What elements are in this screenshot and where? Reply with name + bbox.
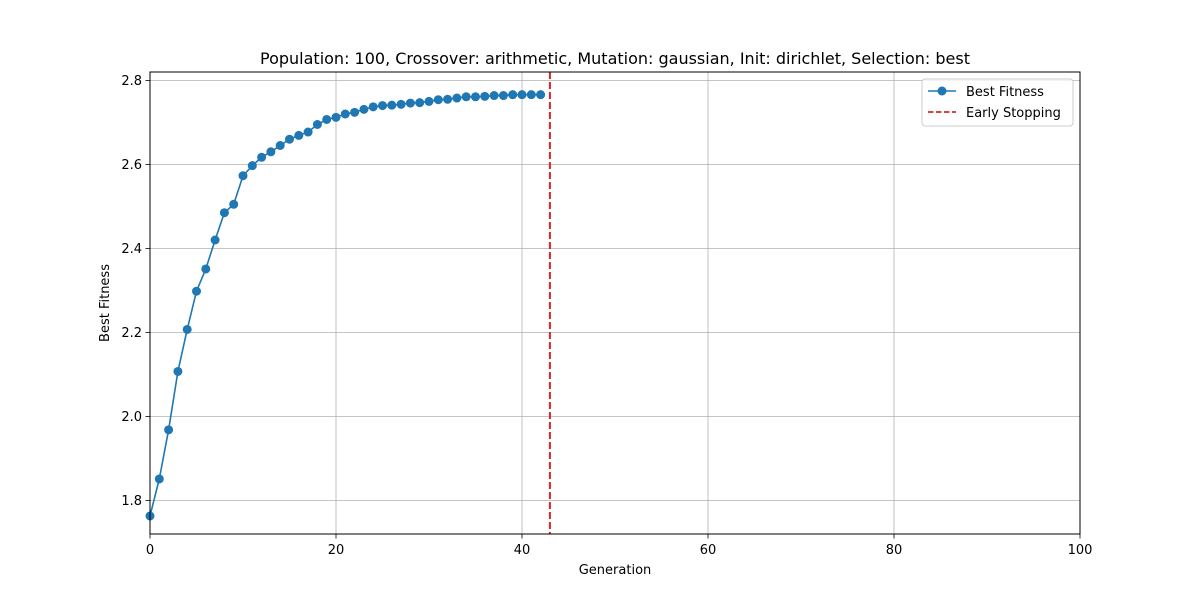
data-point-gen-13 bbox=[266, 147, 276, 157]
y-tick-label-2: 2.2 bbox=[121, 326, 142, 341]
data-point-gen-27 bbox=[396, 99, 406, 109]
data-point-gen-8 bbox=[219, 208, 229, 218]
data-point-gen-5 bbox=[192, 286, 201, 296]
tick-layer: 0 20 40 60 80 100 1.8 2.0 2.2 2.4 2.6 2.8 bbox=[121, 74, 1092, 558]
data-point-gen-25 bbox=[378, 101, 387, 111]
data-point-gen-18 bbox=[312, 120, 322, 129]
data-point-gen-28 bbox=[405, 98, 415, 108]
data-point-gen-15 bbox=[285, 134, 294, 144]
chart-title: Population: 100, Crossover: arithmetic, … bbox=[260, 49, 970, 68]
data-point-gen-40 bbox=[517, 90, 527, 100]
data-point-gen-6 bbox=[201, 264, 211, 274]
x-axis-label: Generation bbox=[579, 563, 652, 578]
data-point-gen-9 bbox=[229, 199, 239, 209]
y-axis-label: Best Fitness bbox=[98, 264, 113, 342]
data-point-gen-24 bbox=[368, 102, 378, 112]
legend-label-best-fitness: Best Fitness bbox=[966, 85, 1044, 100]
x-tick-label-3: 60 bbox=[700, 543, 717, 558]
data-point-gen-12 bbox=[257, 152, 267, 162]
data-point-gen-41 bbox=[526, 90, 536, 100]
data-point-gen-31 bbox=[433, 95, 443, 105]
data-point-gen-7 bbox=[210, 235, 220, 245]
data-point-gen-34 bbox=[461, 92, 471, 102]
data-point-gen-19 bbox=[322, 114, 332, 124]
data-point-gen-11 bbox=[247, 161, 257, 171]
data-point-gen-14 bbox=[275, 141, 285, 150]
x-tick-label-2: 40 bbox=[514, 543, 531, 558]
grid-layer bbox=[149, 72, 1081, 534]
data-point-gen-38 bbox=[498, 91, 508, 101]
data-point-gen-35 bbox=[471, 92, 480, 102]
y-tick-label-0: 1.8 bbox=[121, 494, 142, 509]
data-point-gen-21 bbox=[340, 109, 350, 119]
data-point-gen-32 bbox=[443, 94, 453, 104]
y-tick-label-4: 2.6 bbox=[121, 158, 142, 173]
data-point-gen-36 bbox=[480, 91, 490, 101]
y-tick-label-5: 2.8 bbox=[121, 74, 142, 89]
x-tick-label-4: 80 bbox=[886, 543, 903, 558]
data-point-gen-10 bbox=[238, 171, 248, 181]
legend: Best Fitness Early Stopping bbox=[921, 78, 1074, 127]
data-point-gen-3 bbox=[173, 366, 183, 376]
data-point-gen-20 bbox=[331, 112, 341, 122]
data-point-gen-37 bbox=[489, 91, 499, 101]
data-point-gen-2 bbox=[164, 425, 174, 435]
y-tick-label-1: 2.0 bbox=[121, 410, 142, 425]
data-point-gen-39 bbox=[508, 90, 518, 100]
y-tick-label-3: 2.4 bbox=[121, 242, 142, 257]
legend-label-early-stopping: Early Stopping bbox=[966, 106, 1061, 121]
data-point-gen-17 bbox=[303, 127, 313, 137]
series-layer bbox=[145, 90, 546, 521]
data-point-gen-29 bbox=[415, 98, 425, 108]
data-point-gen-26 bbox=[387, 100, 397, 110]
x-tick-label-1: 20 bbox=[328, 543, 345, 558]
data-point-gen-16 bbox=[294, 130, 304, 140]
x-tick-label-5: 100 bbox=[1068, 543, 1093, 558]
data-point-gen-42 bbox=[536, 90, 546, 100]
legend-best-fitness-marker bbox=[937, 86, 947, 96]
data-point-gen-22 bbox=[350, 107, 360, 117]
plot-area-frame bbox=[149, 71, 1081, 535]
legend-frame bbox=[921, 78, 1074, 127]
x-tick-label-0: 0 bbox=[146, 543, 154, 558]
data-point-gen-33 bbox=[452, 93, 462, 103]
data-point-gen-23 bbox=[359, 104, 369, 114]
data-point-gen-4 bbox=[182, 324, 192, 334]
data-point-gen-30 bbox=[424, 96, 434, 106]
data-point-gen-1 bbox=[154, 474, 164, 484]
